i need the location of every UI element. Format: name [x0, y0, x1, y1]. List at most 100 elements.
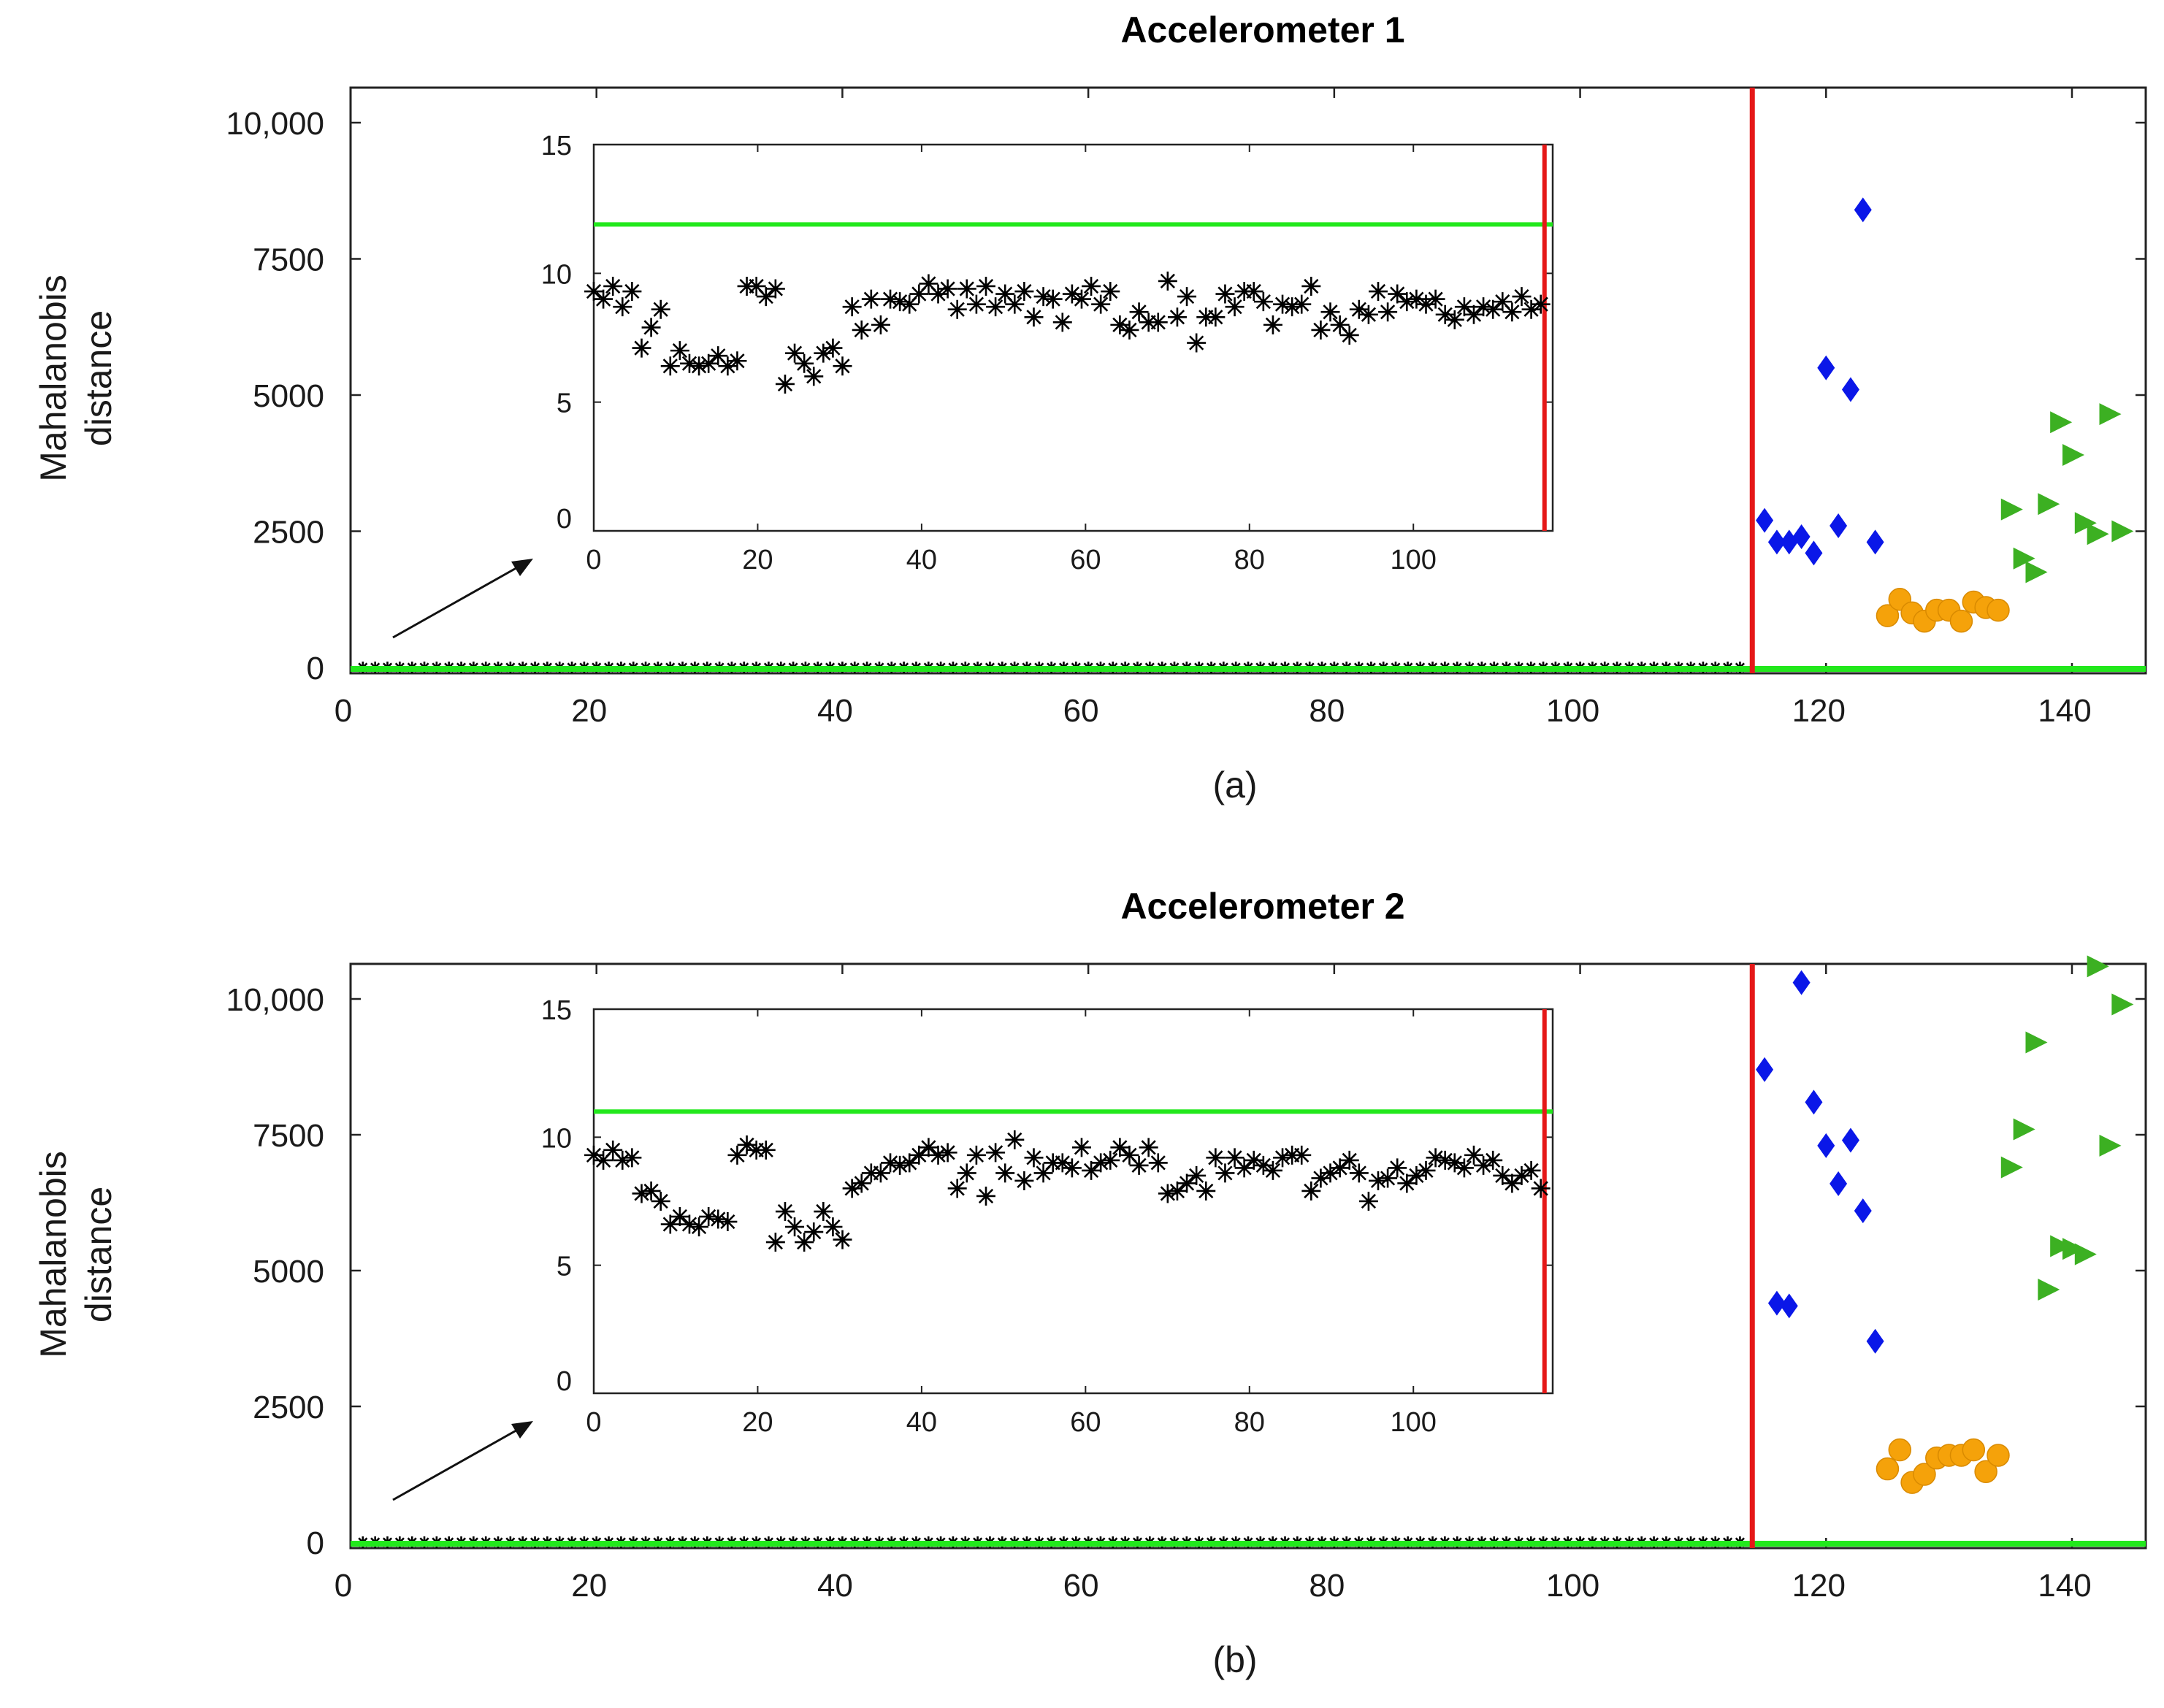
- chart-title: Accelerometer 1: [1120, 9, 1404, 50]
- inset-point: [1187, 1165, 1207, 1185]
- inset-point: [919, 1138, 938, 1157]
- y-tick-label: 5000: [253, 378, 324, 414]
- inset-point: [947, 299, 967, 319]
- inset-points: [584, 1130, 1551, 1252]
- diamond-point: [1817, 1133, 1835, 1158]
- inset-point: [1215, 1163, 1235, 1183]
- inset-point: [1369, 282, 1388, 302]
- y-axis-label-line2: distance: [78, 1187, 119, 1322]
- inset-point: [785, 1217, 805, 1237]
- inset-point: [900, 1153, 919, 1173]
- inset-point: [1263, 315, 1282, 334]
- inset-y-tick-label: 0: [557, 504, 572, 535]
- inset-point: [814, 1202, 833, 1222]
- inset-point: [1120, 320, 1139, 340]
- inset-point: [881, 289, 901, 309]
- inset-points: [584, 271, 1551, 394]
- inset-point: [1139, 313, 1158, 332]
- inset-point: [679, 1214, 699, 1234]
- y-tick-label: 5000: [253, 1254, 324, 1290]
- triangle-point: [2087, 523, 2109, 545]
- triangle-point: [2013, 1118, 2035, 1141]
- inset-point: [795, 1233, 814, 1252]
- inset-point: [833, 356, 852, 376]
- inset-point: [1292, 1145, 1312, 1165]
- triangle-point: [2087, 955, 2109, 978]
- inset-point: [1282, 297, 1302, 317]
- inset-point: [1454, 297, 1474, 317]
- inset-point: [718, 356, 738, 376]
- inset-point: [584, 282, 603, 302]
- inset-point: [1301, 276, 1321, 296]
- inset-point: [1005, 1130, 1025, 1149]
- x-tick-label: 20: [571, 1568, 607, 1604]
- inset-point: [699, 353, 719, 373]
- inset-point: [603, 276, 623, 296]
- inset-point: [641, 1181, 661, 1200]
- diamond-point: [1805, 1089, 1823, 1115]
- y-tick-label: 0: [307, 651, 324, 686]
- diamond-point: [1830, 1171, 1848, 1196]
- inset-point: [1225, 297, 1245, 317]
- inset-x-tick-label: 60: [1070, 1407, 1101, 1438]
- inset-point: [995, 1163, 1015, 1183]
- inset-point: [1253, 1155, 1273, 1175]
- circle-point: [1987, 598, 2010, 622]
- inset-point: [1397, 292, 1417, 312]
- inset-frame: [592, 1008, 1554, 1395]
- inset-point: [718, 1212, 738, 1232]
- inset-arrow: [392, 564, 521, 639]
- inset-point: [1129, 1155, 1149, 1175]
- inset-point: [852, 320, 871, 340]
- inset-x-tick-label: 40: [906, 1407, 937, 1438]
- inset-x-tick-label: 0: [586, 1407, 601, 1438]
- inset-y-tick-label: 0: [557, 1366, 572, 1397]
- inset-point: [861, 1163, 881, 1183]
- inset-y-tick-label: 10: [541, 259, 572, 290]
- inset-point: [804, 367, 824, 386]
- circle-point: [1962, 1438, 1986, 1462]
- inset-point: [1206, 307, 1226, 327]
- inset-point: [1521, 299, 1541, 319]
- panel-caption: (b): [1212, 1639, 1257, 1680]
- inset-frame: [592, 143, 1554, 532]
- inset-point: [957, 279, 976, 299]
- inset-point: [1062, 284, 1082, 304]
- inset-point: [756, 287, 776, 307]
- inset-point: [1043, 1153, 1063, 1173]
- inset-point: [871, 1163, 890, 1183]
- inset-point: [1082, 276, 1101, 296]
- inset-point: [737, 1135, 757, 1154]
- inset-point: [679, 353, 699, 373]
- inset-point: [756, 1140, 776, 1160]
- inset-point: [823, 338, 843, 358]
- inset-point: [1091, 1153, 1111, 1173]
- inset-x-tick-label: 20: [742, 1407, 773, 1438]
- inset-point: [775, 374, 795, 394]
- circle-point: [1913, 1463, 1936, 1486]
- inset-y-tick-label: 5: [557, 388, 572, 419]
- inset-point: [1464, 305, 1483, 324]
- triangle-point: [2013, 547, 2035, 570]
- panel-a: Accelerometer 1 Mahalanobis distance 0 20 40 6…: [33, 9, 2147, 805]
- inset-point: [1301, 1181, 1321, 1200]
- inset-point: [1110, 315, 1130, 334]
- diamond-point: [1805, 540, 1823, 566]
- panel-caption: (a): [1212, 765, 1257, 805]
- inset-point: [746, 1140, 766, 1160]
- inset-point: [1244, 1150, 1263, 1170]
- chart-title: Accelerometer 2: [1120, 886, 1404, 927]
- inset-point: [1493, 1165, 1513, 1185]
- triangle-point: [2025, 561, 2048, 583]
- inset-point: [1311, 320, 1331, 340]
- y-axis-label: Mahalanobis distance: [33, 1151, 119, 1358]
- inset-point: [928, 284, 948, 304]
- inset-point: [594, 1150, 613, 1170]
- inset-point: [1320, 302, 1340, 322]
- inset-point: [1512, 1165, 1532, 1185]
- inset-point: [1358, 305, 1378, 324]
- inset-point: [1378, 1168, 1398, 1188]
- triangle-point: [2000, 1156, 2023, 1179]
- inset-point: [1416, 294, 1436, 314]
